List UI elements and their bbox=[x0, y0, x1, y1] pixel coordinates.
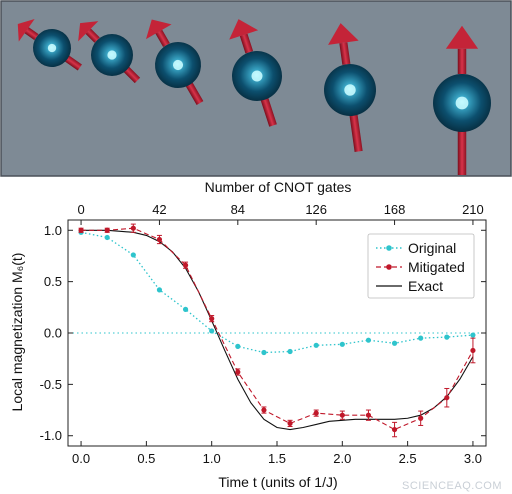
exact-series-line bbox=[81, 229, 474, 431]
top-x-tick-label: 42 bbox=[152, 202, 166, 217]
legend-original-label: Original bbox=[408, 240, 456, 256]
spin-sphere-highlight bbox=[107, 50, 117, 60]
top-x-axis: 0 42 84 126 168 210 bbox=[77, 202, 484, 225]
mitigated-point bbox=[209, 316, 215, 322]
spin-arrow-head bbox=[17, 18, 35, 42]
original-point bbox=[261, 349, 267, 356]
original-point bbox=[287, 348, 293, 355]
spin-arrow-shaft bbox=[457, 48, 467, 74]
original-point bbox=[182, 306, 189, 312]
top-x-tick-label: 126 bbox=[305, 202, 327, 217]
spin-illustration-panel bbox=[0, 0, 512, 177]
spin-sphere-highlight bbox=[344, 84, 356, 96]
spin-arrow-shaft bbox=[85, 28, 100, 43]
mitigated-point bbox=[104, 227, 110, 233]
y-tick-label: 1.0 bbox=[44, 223, 62, 238]
spin-sphere-highlight bbox=[47, 43, 57, 53]
top-x-tick-label: 0 bbox=[77, 202, 84, 217]
x-tick-label: 0.5 bbox=[137, 451, 155, 466]
spin-sphere-highlight bbox=[455, 96, 469, 110]
spin-arrow-tail bbox=[457, 103, 467, 175]
y-tick-label: 0.0 bbox=[44, 326, 62, 341]
spin-sphere-highlight bbox=[251, 70, 263, 82]
watermark: SCIENCEAQ.COM bbox=[402, 480, 502, 492]
original-point bbox=[339, 341, 345, 347]
spin-arrow-head bbox=[146, 19, 172, 40]
mitigated-point bbox=[418, 415, 424, 421]
original-point bbox=[365, 337, 372, 343]
top-x-tick-label: 168 bbox=[384, 202, 406, 217]
top-x-tick-label: 210 bbox=[462, 202, 484, 217]
spin bbox=[146, 19, 204, 106]
y-axis-title: Local magnetization M₆(t) bbox=[9, 253, 25, 412]
mitigated-point bbox=[156, 236, 163, 243]
x-tick-label: 0.0 bbox=[72, 451, 90, 466]
bottom-x-axis: 0.0 0.5 1.0 1.5 2.0 2.5 3.0 bbox=[72, 441, 482, 466]
y-tick-label: 0.5 bbox=[44, 274, 62, 289]
spin bbox=[433, 25, 491, 175]
spin-sphere-highlight bbox=[172, 59, 184, 71]
mitigated-point bbox=[261, 407, 267, 413]
x-tick-label: 2.5 bbox=[399, 451, 417, 466]
mitigated-point bbox=[391, 426, 398, 433]
spin-arrow-shaft bbox=[155, 29, 170, 48]
spin-arrow-head bbox=[229, 19, 259, 40]
top-x-tick-label: 84 bbox=[231, 202, 245, 217]
mitigated-point bbox=[78, 227, 84, 233]
mitigated-point bbox=[313, 410, 319, 416]
x-tick-label: 2.0 bbox=[333, 451, 351, 466]
y-axis: 1.0 0.5 0.0 -0.5 -1.0 bbox=[40, 223, 486, 443]
series-layer bbox=[78, 223, 476, 438]
original-point bbox=[104, 234, 110, 241]
top-x-axis-title: Number of CNOT gates bbox=[205, 179, 352, 195]
original-point bbox=[444, 334, 450, 340]
spin-arrow-head bbox=[328, 23, 359, 45]
original-point bbox=[235, 343, 241, 349]
legend-box bbox=[367, 233, 475, 299]
magnetization-chart: Number of CNOT gates 0 42 84 126 168 210 0.0 0… bbox=[9, 179, 487, 490]
mitigated-point bbox=[287, 420, 293, 426]
y-tick-label: -1.0 bbox=[40, 428, 62, 443]
x-tick-label: 3.0 bbox=[464, 451, 482, 466]
original-point bbox=[313, 342, 319, 348]
spin bbox=[229, 19, 282, 127]
legend-exact-label: Exact bbox=[408, 278, 443, 294]
mitigated-point bbox=[130, 225, 136, 231]
spin-arrow-shaft bbox=[339, 42, 351, 65]
original-point bbox=[156, 287, 163, 293]
spin-arrow-head bbox=[445, 25, 479, 49]
mitigated-point bbox=[470, 347, 476, 354]
x-axis-title: Time t (units of 1/J) bbox=[218, 474, 337, 490]
legend-original-marker bbox=[386, 245, 392, 251]
spin-arrow-shaft bbox=[24, 27, 39, 41]
mitigated-point bbox=[235, 369, 241, 375]
original-point bbox=[391, 340, 398, 346]
mitigated-point bbox=[444, 395, 450, 401]
mitigated-series-line bbox=[81, 227, 474, 431]
legend-mitigated-marker bbox=[386, 264, 392, 270]
spin bbox=[324, 23, 376, 152]
mitigated-point bbox=[339, 412, 345, 418]
original-point bbox=[470, 332, 476, 338]
legend-mitigated-label: Mitigated bbox=[408, 259, 465, 275]
mitigated-point bbox=[365, 412, 372, 418]
legend: Original Mitigated Exact bbox=[367, 233, 475, 299]
x-tick-label: 1.5 bbox=[268, 451, 286, 466]
y-tick-label: -0.5 bbox=[40, 377, 62, 392]
original-point bbox=[209, 328, 215, 334]
original-point bbox=[418, 335, 424, 341]
spin bbox=[17, 18, 82, 71]
original-point bbox=[130, 252, 136, 258]
x-tick-label: 1.0 bbox=[203, 451, 221, 466]
mitigated-point bbox=[182, 262, 189, 268]
spin-arrow-shaft bbox=[239, 33, 254, 54]
